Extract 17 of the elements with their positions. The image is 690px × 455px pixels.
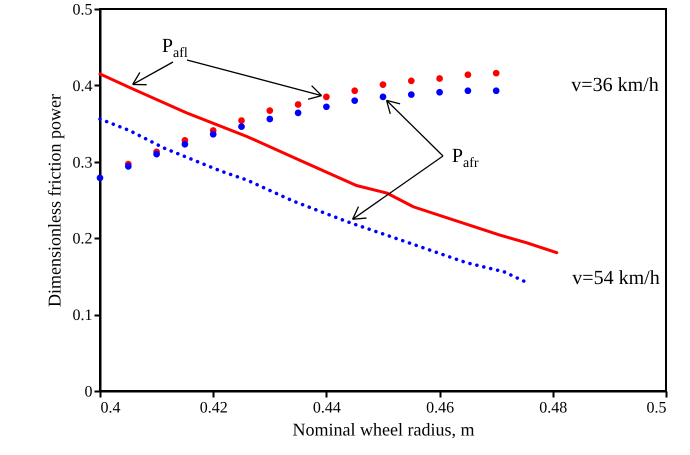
y-tick-label: 0.1	[72, 307, 92, 324]
x-tick-label: 0.42	[200, 400, 228, 416]
line-series	[98, 72, 558, 254]
y-tick-label: 0.4	[72, 78, 92, 95]
y-tick-label: 0.3	[72, 154, 92, 172]
x-tick-label: 0.4	[100, 400, 120, 416]
y-tick-label: 0	[84, 384, 92, 400]
annotation: v=54 km/h	[572, 267, 660, 289]
annotation: v=36 km/h	[571, 74, 659, 96]
x-axis-title: Nominal wheel radius, m	[292, 420, 474, 440]
x-tick-label: 0.46	[426, 400, 454, 416]
y-axis-title: Dimensionless friction power	[44, 94, 64, 307]
x-tick-label: 0.5	[646, 400, 666, 416]
y-tick-label: 0.5	[72, 2, 92, 18]
y-tick-label: 0.2	[72, 230, 92, 248]
x-tick-label: 0.48	[539, 400, 568, 416]
x-tick-label: 0.44	[312, 400, 341, 416]
